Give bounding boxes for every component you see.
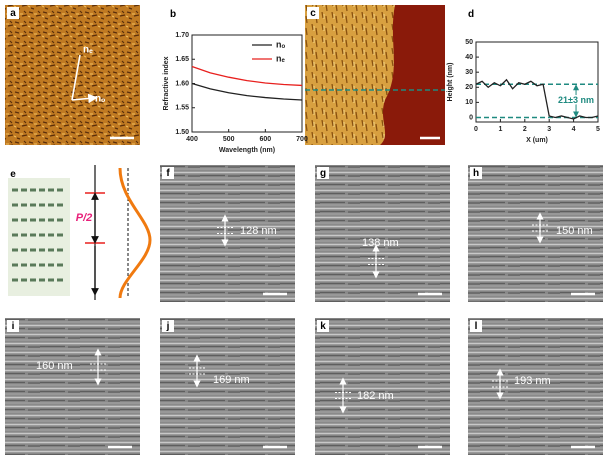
line [192, 67, 302, 86]
y-tick-label: 50 [465, 39, 473, 46]
y-tick-label: 1.55 [175, 105, 189, 112]
spacing-label: 160 nm [36, 360, 73, 372]
spacing-label: 169 nm [213, 374, 250, 386]
annotation: 21±3 nm [558, 95, 594, 105]
panel-label: h [473, 168, 479, 179]
sem-image [5, 318, 140, 455]
x-tick-label: 400 [186, 136, 198, 143]
film-region [305, 5, 395, 145]
panel-label: d [468, 9, 474, 20]
schematic [8, 165, 150, 300]
y-axis-label: Refractive index [163, 56, 170, 110]
y-axis-label: Height (nm) [447, 63, 454, 102]
panel-label: l [475, 321, 478, 332]
figure: nₑ nₒ P/2 128 nm 138 nm 150 nm 160 nm 169 nm… [0, 0, 604, 457]
x-axis-label: Wavelength (nm) [219, 147, 275, 154]
plot-frame [192, 35, 302, 132]
panel-label: b [170, 9, 176, 20]
line [192, 84, 302, 100]
spacing-label: 128 nm [240, 225, 277, 237]
panel-label: c [310, 8, 316, 19]
y-tick-label: 1.50 [175, 129, 189, 136]
y-tick-label: 1.70 [175, 32, 189, 39]
y-tick-label: 10 [465, 99, 473, 106]
x-tick-label: 5 [596, 126, 600, 133]
spacing-label: 138 nm [362, 237, 399, 249]
panel-label: e [10, 169, 16, 180]
y-tick-label: 30 [465, 69, 473, 76]
y-tick-label: 20 [465, 84, 473, 91]
x-tick-label: 1 [498, 126, 502, 133]
x-tick-label: 2 [523, 126, 527, 133]
sem-image [315, 165, 450, 302]
y-tick-label: 1.60 [175, 80, 189, 87]
y-tick-label: 40 [465, 54, 473, 61]
panel-label: i [12, 321, 15, 332]
spacing-label: 150 nm [556, 225, 593, 237]
x-tick-label: 600 [259, 136, 271, 143]
panel-label: j [166, 321, 170, 332]
pitch-label: P/2 [76, 212, 93, 224]
panel-label: a [10, 8, 16, 19]
legend-label: nₑ [276, 53, 285, 63]
y-tick-label: 0 [469, 114, 473, 121]
sem-image [160, 318, 295, 455]
panel-label: g [320, 168, 326, 179]
x-tick-label: 3 [547, 126, 551, 133]
afm-image [5, 5, 140, 145]
sem-image [315, 318, 450, 455]
y-tick-label: 1.65 [175, 56, 189, 63]
x-tick-label: 500 [223, 136, 235, 143]
axis-label: nₑ [83, 45, 93, 56]
panel-label: k [320, 321, 326, 332]
x-tick-label: 700 [296, 136, 308, 143]
legend-label: nₒ [276, 39, 285, 49]
plot-frame [476, 42, 598, 122]
x-tick-label: 4 [572, 126, 576, 133]
spacing-label: 182 nm [357, 390, 394, 402]
spacing-label: 193 nm [514, 375, 551, 387]
x-axis-label: X (um) [526, 137, 548, 144]
axis-label: nₒ [95, 94, 105, 105]
x-tick-label: 0 [474, 126, 478, 133]
